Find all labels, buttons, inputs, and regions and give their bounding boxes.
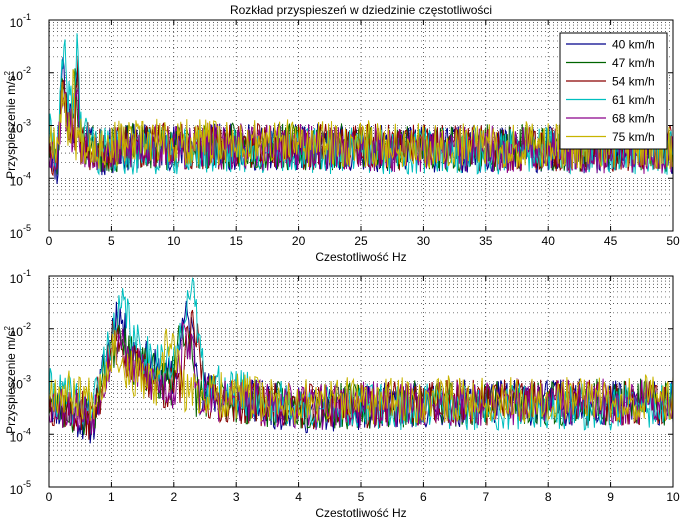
x-tick-label: 0	[46, 490, 53, 504]
x-tick-label: 35	[479, 234, 493, 248]
y-tick-exponent: -4	[23, 426, 31, 436]
x-tick-label: 1	[108, 490, 115, 504]
y-tick-exponent: -5	[23, 223, 31, 233]
y-tick-label: 10-1	[10, 268, 31, 286]
x-tick-label: 9	[607, 490, 614, 504]
x-tick-label: 5	[358, 490, 365, 504]
x-tick-label: 10	[167, 234, 181, 248]
y-tick-base: 10	[10, 483, 24, 497]
x-tick-label: 6	[420, 490, 427, 504]
y-tick-base: 10	[10, 430, 24, 444]
x-tick-label: 8	[545, 490, 552, 504]
y-tick-label: 10-4	[10, 170, 31, 188]
y-tick-base: 10	[10, 325, 24, 339]
legend: 40 km/h 47 km/h 54 km/h 61 km/h 68 km/h 75 km…	[559, 32, 668, 150]
y-tick-exponent: -1	[23, 268, 31, 278]
y-tick-label: 10-4	[10, 426, 31, 444]
y-tick-label: 10-3	[10, 118, 31, 136]
y-tick-exponent: -5	[23, 479, 31, 489]
y-tick-label: 10-5	[10, 479, 31, 497]
legend-entry-label: 61 km/h	[612, 93, 655, 107]
y-tick-exponent: -3	[23, 374, 31, 384]
upper-x-axis-label: Czestotliwość Hz	[315, 250, 406, 264]
series-line-68kmh	[48, 88, 674, 174]
legend-entry-label: 47 km/h	[612, 56, 655, 70]
x-tick-label: 30	[417, 234, 431, 248]
series-line-75kmh	[48, 328, 674, 425]
x-tick-label: 7	[482, 490, 489, 504]
y-tick-base: 10	[10, 227, 24, 241]
lower-x-axis-label: Czestotliwość Hz	[315, 506, 406, 520]
y-tick-base: 10	[10, 174, 24, 188]
upper-y-axis-label-exponent: 2	[3, 71, 12, 76]
x-tick-label: 5	[108, 234, 115, 248]
y-tick-exponent: -3	[23, 118, 31, 128]
x-tick-label: 50	[666, 234, 680, 248]
legend-entry-label: 75 km/h	[612, 130, 655, 144]
y-tick-exponent: -1	[23, 12, 31, 22]
x-tick-label: 15	[230, 234, 244, 248]
legend-entry-label: 68 km/h	[612, 112, 655, 126]
y-tick-base: 10	[10, 122, 24, 136]
y-tick-exponent: -4	[23, 170, 31, 180]
x-tick-label: 20	[292, 234, 306, 248]
y-tick-base: 10	[10, 16, 24, 30]
y-tick-exponent: -2	[23, 321, 31, 331]
lower-y-axis-label-text: Przyspieszenie m/s	[4, 331, 18, 434]
legend-entry-label: 40 km/h	[612, 38, 655, 52]
x-tick-label: 10	[666, 490, 680, 504]
y-tick-label: 10-5	[10, 223, 31, 241]
x-tick-label: 4	[295, 490, 302, 504]
series-line-68kmh	[48, 321, 674, 435]
x-tick-label: 0	[46, 234, 53, 248]
y-tick-base: 10	[10, 69, 24, 83]
lower-y-axis-label-exponent: 2	[3, 326, 12, 331]
upper-y-axis-label-text: Przyspieszenie m/s	[4, 76, 18, 179]
x-tick-label: 3	[233, 490, 240, 504]
y-tick-label: 10-1	[10, 12, 31, 30]
y-tick-exponent: -2	[23, 65, 31, 75]
x-tick-label: 40	[542, 234, 556, 248]
lower-y-axis-label: Przyspieszenie m/s2	[3, 326, 18, 434]
chart-title: Rozkład przyspieszeń w dziedzinie często…	[230, 3, 492, 17]
y-tick-base: 10	[10, 378, 24, 392]
y-tick-base: 10	[10, 272, 24, 286]
legend-box	[559, 32, 668, 150]
x-tick-label: 25	[354, 234, 368, 248]
x-tick-label: 45	[604, 234, 618, 248]
y-tick-label: 10-3	[10, 374, 31, 392]
y-tick-label: 10-2	[10, 321, 31, 339]
y-tick-label: 10-2	[10, 65, 31, 83]
upper-y-axis-label: Przyspieszenie m/s2	[3, 71, 18, 179]
x-tick-label: 2	[170, 490, 177, 504]
legend-entry-label: 54 km/h	[612, 75, 655, 89]
